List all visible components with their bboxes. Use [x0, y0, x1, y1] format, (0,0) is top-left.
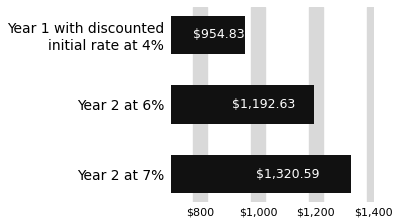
Bar — [171, 85, 314, 124]
Text: $954.83: $954.83 — [193, 28, 245, 41]
Bar — [251, 7, 265, 202]
Bar — [171, 16, 245, 54]
Bar — [193, 7, 207, 202]
Bar — [171, 155, 351, 193]
Text: $1,320.59: $1,320.59 — [256, 168, 320, 181]
Bar — [309, 7, 323, 202]
Bar — [366, 7, 381, 202]
Text: $1,192.63: $1,192.63 — [232, 98, 296, 111]
